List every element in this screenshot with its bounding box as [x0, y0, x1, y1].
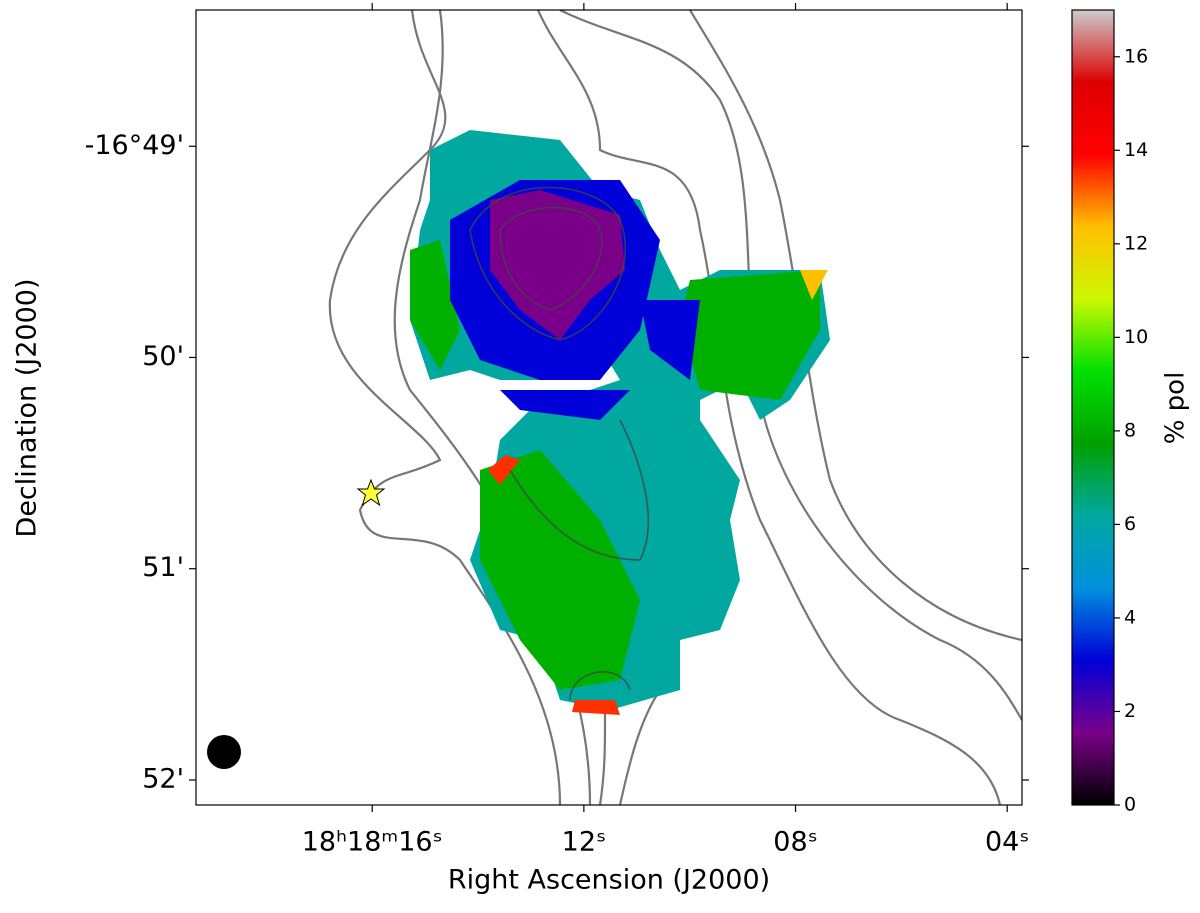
- contour: [499, 206, 603, 311]
- colorbar-tick-label: 6: [1124, 513, 1136, 535]
- y-tick-label: -16°49': [85, 130, 184, 161]
- pol-region: [488, 455, 620, 715]
- y-axis-label: Declination (J2000): [12, 279, 43, 538]
- pol-region: [490, 190, 625, 340]
- x-tick-label: 12ˢ: [562, 827, 606, 858]
- axes-frame: [195, 9, 1023, 806]
- y-tick-label: 52': [142, 764, 184, 795]
- map: [207, 10, 1022, 805]
- contour: [618, 689, 661, 805]
- colorbar-label: % pol: [1161, 372, 1191, 445]
- beam: [207, 735, 241, 769]
- contour: [509, 419, 650, 561]
- x-tick-label: 08ˢ: [773, 827, 817, 858]
- colorbar-tick-label: 12: [1124, 232, 1148, 254]
- colorbar: [1071, 9, 1115, 806]
- x-tick-label: 04ˢ: [985, 827, 1029, 858]
- colorbar-tick-label: 8: [1124, 419, 1136, 441]
- contour: [469, 186, 626, 341]
- y-tick-label: 50': [142, 341, 184, 372]
- star-marker: [356, 478, 386, 507]
- colorbar-tick-label: 2: [1124, 700, 1136, 722]
- contour: [536, 10, 1002, 805]
- x-tick-label: 18ʰ18ᵐ16ˢ: [302, 827, 443, 858]
- colorbar-tick-label: 16: [1124, 45, 1148, 67]
- pol-region: [800, 270, 828, 300]
- colorbar-tick-label: 4: [1124, 606, 1136, 628]
- pol-region: [410, 240, 820, 690]
- contour: [569, 671, 631, 701]
- colorbar-tick-label: 14: [1124, 139, 1148, 161]
- y-tick-label: 51': [142, 552, 184, 583]
- x-axis-label: Right Ascension (J2000): [448, 865, 770, 896]
- colorbar-tick-label: 0: [1124, 794, 1136, 816]
- colorbar-tick-label: 10: [1124, 326, 1148, 348]
